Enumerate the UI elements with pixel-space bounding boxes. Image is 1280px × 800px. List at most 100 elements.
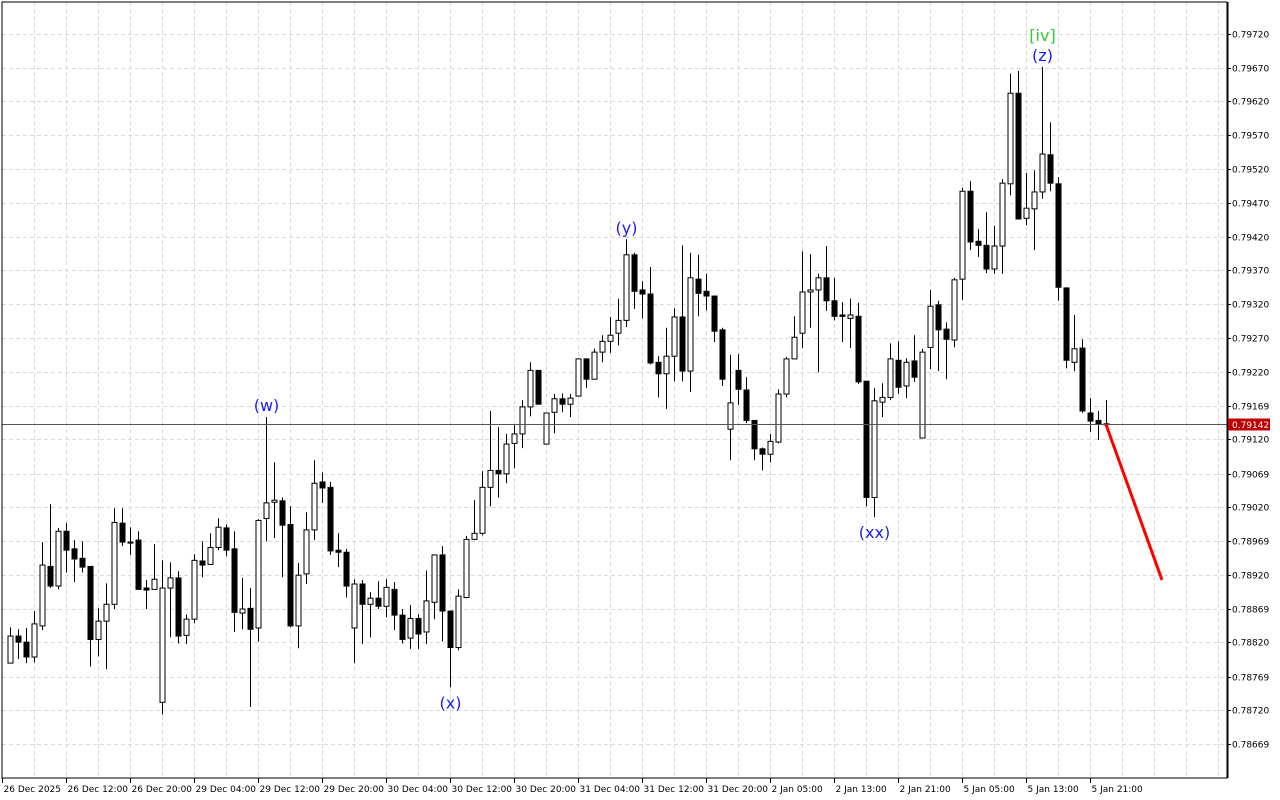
candle — [919, 348, 926, 439]
candle — [263, 417, 270, 542]
candle — [215, 518, 222, 551]
candle-body-bear — [495, 469, 502, 475]
candle-body-bear — [399, 614, 406, 640]
candle-body-bull — [1071, 348, 1078, 363]
candle — [687, 252, 694, 393]
candle-body-bull — [103, 603, 110, 622]
candle-body-bull — [887, 358, 894, 398]
candle — [7, 627, 14, 664]
candle — [1095, 410, 1102, 441]
candle — [39, 542, 46, 630]
candle — [639, 281, 646, 319]
candle — [159, 560, 166, 715]
y-tick-label: 0.79169 — [1232, 403, 1269, 413]
candle — [591, 348, 598, 380]
candle — [287, 506, 294, 628]
candle-body-bull — [999, 182, 1006, 247]
candle — [727, 354, 734, 461]
candle-body-bull — [183, 618, 190, 636]
candle — [647, 266, 654, 365]
candle-body-bull — [615, 319, 622, 334]
candle — [383, 579, 390, 618]
candle-body-bear — [359, 583, 366, 605]
candle-body-bear — [415, 617, 422, 635]
candle-body-bull — [383, 586, 390, 607]
candle — [295, 563, 302, 649]
price-axis[interactable]: 0.79720 0.79670 0.79620 0.79570 0.79520 0.794… — [1227, 31, 1270, 751]
candle-body-bear — [831, 300, 838, 317]
overlay: (w) (x) (y) (xx) (z)[iv] — [2, 26, 1227, 712]
candle-body-bear — [47, 565, 54, 587]
x-tick-label: 31 Dec 04:00 — [580, 785, 641, 795]
candle-body-bear — [439, 554, 446, 612]
candle — [951, 277, 958, 348]
candle-body-bear — [639, 289, 646, 295]
candle — [735, 354, 742, 405]
plot-frame — [1, 1, 1228, 779]
candle — [303, 512, 310, 584]
y-tick-label: 0.79069 — [1232, 471, 1269, 481]
candle — [343, 548, 350, 598]
candle — [407, 604, 414, 649]
x-tick-label: 2 Jan 05:00 — [772, 785, 824, 795]
candle-body-bear — [967, 190, 974, 243]
candle-body-bull — [7, 635, 14, 664]
candle-body-bear — [863, 380, 870, 498]
x-tick-label: 26 Dec 12:00 — [68, 785, 129, 795]
time-axis[interactable]: 26 Dec 2025 26 Dec 12:00 26 Dec 20:00 29 De… — [2, 778, 1144, 795]
candle — [127, 527, 134, 555]
candle — [879, 383, 886, 418]
candle-body-bear — [655, 361, 662, 375]
candle — [719, 327, 726, 386]
y-tick-label: 0.79370 — [1232, 267, 1269, 277]
candle-body-bear — [743, 389, 750, 421]
y-tick-label: 0.78769 — [1232, 674, 1269, 684]
candle-body-bull — [191, 559, 198, 620]
candle-body-bear — [535, 369, 542, 405]
candle-body-bear — [79, 557, 86, 568]
candle-body-bear — [647, 293, 654, 364]
candle-body-bear — [87, 565, 94, 640]
candle-body-bull — [775, 393, 782, 443]
candle — [15, 629, 22, 660]
candle-body-bull — [31, 623, 38, 658]
candle — [1039, 66, 1046, 199]
candle — [903, 358, 910, 399]
x-tick-label: 5 Jan 05:00 — [964, 785, 1016, 795]
candle-body-bear — [1087, 412, 1094, 422]
candle-body-bear — [15, 635, 22, 643]
candle-body-bull — [95, 620, 102, 640]
candle-body-bear — [935, 304, 942, 331]
candle-body-bull — [215, 526, 222, 548]
candle — [247, 588, 254, 708]
candle — [1007, 73, 1014, 196]
candle — [431, 554, 438, 620]
candle — [207, 533, 214, 565]
y-tick-label: 0.78820 — [1232, 639, 1269, 649]
x-tick-label: 30 Dec 20:00 — [516, 785, 577, 795]
y-tick-label: 0.79120 — [1232, 436, 1269, 446]
candle — [311, 460, 318, 541]
y-tick-label: 0.79720 — [1232, 31, 1269, 41]
candle-body-bear — [319, 481, 326, 489]
candle-body-bull — [607, 334, 614, 342]
candle-body-bull — [1031, 191, 1038, 210]
candle-body-bear — [679, 316, 686, 372]
candle — [423, 570, 430, 645]
candle — [631, 252, 638, 309]
candle-body-bear — [975, 240, 982, 246]
candle — [399, 609, 406, 644]
candle-body-bull — [239, 608, 246, 614]
candle-body-bull — [151, 578, 158, 590]
candle-body-bull — [623, 254, 630, 321]
candle-body-bear — [199, 560, 206, 566]
candle-body-bear — [839, 314, 846, 317]
candle-body-bear — [895, 359, 902, 388]
current-price-tag — [1228, 418, 1270, 431]
candle-body-bull — [167, 577, 174, 589]
candle-body-bull — [111, 521, 118, 605]
candle-body-bull — [1039, 153, 1046, 193]
candle — [79, 541, 86, 573]
x-tick-label: 2 Jan 13:00 — [836, 785, 888, 795]
